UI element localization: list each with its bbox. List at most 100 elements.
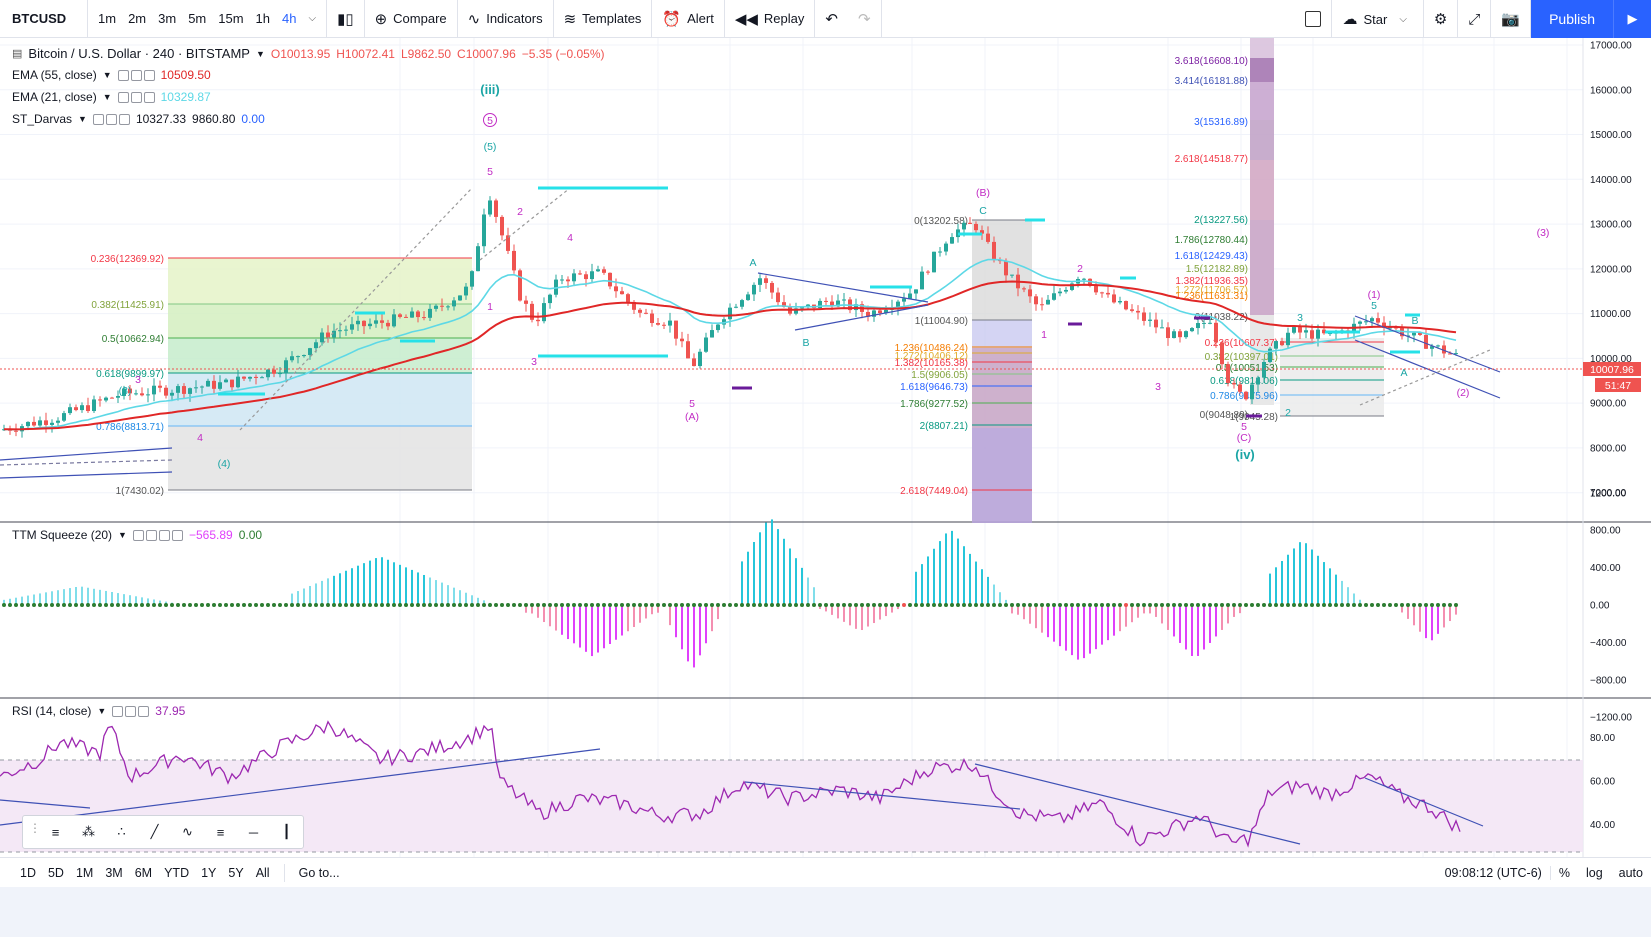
replay-button[interactable]: ◀◀ Replay	[725, 0, 816, 38]
play-icon[interactable]: ▶	[1613, 0, 1651, 38]
chevron-down-icon[interactable]: ▼	[255, 48, 265, 59]
fullscreen-button[interactable]: ⤢	[1458, 0, 1492, 38]
candle-body	[560, 279, 564, 281]
symbol-title[interactable]: Bitcoin / U.S. Dollar · 240 · BITSTAMP	[28, 46, 250, 61]
ruler-icon[interactable]: ┃	[282, 824, 291, 839]
interval-1h[interactable]: 1h	[255, 11, 271, 26]
undo-button[interactable]: ↶	[815, 0, 848, 38]
chevron-down-icon[interactable]: ▼	[118, 530, 127, 540]
abc-pattern-icon[interactable]: ∴	[117, 824, 126, 839]
range-1d[interactable]: 1D	[20, 865, 36, 880]
fib-right-15: 1.5(12182.89)	[1186, 264, 1248, 275]
goto-button[interactable]: Go to...	[298, 865, 340, 880]
interval-group: 1m 2m 3m 5m 15m 1h 4h ⌵	[88, 0, 328, 38]
legend-controls[interactable]	[117, 91, 155, 103]
settings-button[interactable]: ⚙	[1424, 0, 1459, 38]
percent-toggle[interactable]: %	[1549, 866, 1578, 880]
fib-extension-mid[interactable]: 0(13202.58) 1(11004.90) 1.236(10486.24) …	[895, 216, 1032, 523]
fib-retracement-left[interactable]: 0.236(12369.92) 0.382(11425.91) 0.5(1066…	[91, 254, 472, 497]
legend-controls[interactable]	[117, 69, 155, 81]
interval-4h[interactable]: 4h	[282, 11, 297, 26]
compare-button[interactable]: ⊕ Compare	[365, 0, 458, 38]
range-1m[interactable]: 1M	[75, 865, 94, 880]
ttm-dot	[1388, 603, 1392, 607]
darvas-legend[interactable]: ST_Darvas ▼ 10327.33 9860.80 0.00	[12, 112, 265, 126]
candle-body	[656, 323, 660, 325]
chevron-down-icon[interactable]: ▼	[97, 706, 107, 716]
legend-controls[interactable]	[132, 529, 183, 541]
chart-canvas[interactable]: 0.236(12369.92) 0.382(11425.91) 0.5(1066…	[0, 38, 1651, 857]
ttm-dot	[980, 603, 984, 607]
select-box-button[interactable]	[1295, 0, 1333, 38]
ttm-dot	[86, 603, 90, 607]
chevron-down-icon[interactable]: ▼	[102, 92, 112, 102]
horizontal-lines-icon[interactable]: ≡	[51, 824, 60, 840]
candle-body	[1058, 291, 1062, 294]
range-1y[interactable]: 1Y	[201, 865, 217, 880]
interval-15m[interactable]: 15m	[218, 11, 244, 26]
ttm-dot	[776, 603, 780, 607]
candle-body	[110, 397, 114, 399]
trendlines[interactable]	[0, 187, 1501, 479]
fib-extension-right[interactable]: 3.618(16608.10) 3.414(16181.88) 3(15316.…	[1175, 38, 1274, 421]
svg-text:3: 3	[1155, 381, 1161, 393]
drag-handle-icon[interactable]: ⋮	[29, 821, 41, 835]
path-icon[interactable]: ∿	[182, 824, 193, 839]
symbol-search[interactable]: BTCUSD	[0, 0, 88, 38]
star-button[interactable]: ☁ Star ⌵	[1332, 0, 1424, 38]
interval-3m[interactable]: 3m	[158, 11, 177, 26]
svg-text:B: B	[802, 337, 809, 349]
indicators-button[interactable]: ∿ Indicators	[458, 0, 554, 38]
wave-count-icon[interactable]: ⁂	[82, 824, 95, 839]
range-6m[interactable]: 6M	[134, 865, 153, 880]
candle-body	[680, 338, 684, 342]
candle-body	[350, 324, 354, 330]
snapshot-button[interactable]: 📷	[1491, 0, 1532, 38]
interval-1m[interactable]: 1m	[98, 11, 117, 26]
interval-2m[interactable]: 2m	[128, 11, 147, 26]
chevron-down-icon[interactable]: ▼	[102, 70, 112, 80]
range-ytd[interactable]: YTD	[164, 865, 190, 880]
horizontal-ray-icon[interactable]: ─	[248, 824, 259, 840]
templates-button[interactable]: ≋ Templates	[554, 0, 653, 38]
rsi-axis[interactable]: 80.00 60.00 40.00	[1590, 733, 1615, 831]
rsi-trendlines[interactable]	[0, 748, 1484, 845]
candle-body	[962, 222, 966, 230]
candle-body	[290, 356, 294, 361]
candle-body	[626, 294, 630, 302]
ttm-legend[interactable]: TTM Squeeze (20) ▼ −565.89 0.00	[12, 528, 262, 542]
publish-button[interactable]: Publish	[1531, 0, 1613, 38]
candle-body	[1262, 361, 1266, 378]
candle-body	[1166, 327, 1170, 339]
ttm-axis[interactable]: 1200.00 800.00 400.00 0.00 −400.00 −800.00 −12…	[1590, 488, 1632, 723]
range-3m[interactable]: 3M	[105, 865, 123, 880]
range-5d[interactable]: 5D	[47, 865, 64, 880]
ttm-dot	[284, 603, 288, 607]
ttm-dot	[446, 603, 450, 607]
chevron-down-icon[interactable]: ▼	[78, 114, 87, 124]
candle-body	[488, 200, 492, 215]
legend-controls[interactable]	[92, 113, 130, 125]
legend-controls[interactable]	[112, 705, 150, 717]
collapse-icon[interactable]: ▤	[12, 48, 23, 60]
interval-5m[interactable]: 5m	[188, 11, 207, 26]
redo-button[interactable]: ↷	[848, 0, 882, 38]
alert-button[interactable]: ⏰ Alert	[652, 0, 725, 38]
chevron-down-icon[interactable]: ⌵	[308, 13, 317, 24]
rsi-legend[interactable]: RSI (14, close) ▼ 37.95	[12, 704, 185, 718]
ttm-dot	[248, 603, 252, 607]
ttm-dot	[716, 603, 720, 607]
candles-icon: ▮▯	[337, 10, 354, 28]
ema21-legend[interactable]: EMA (21, close) ▼ 10329.87	[12, 90, 211, 104]
trendline-icon[interactable]: ╱	[150, 824, 159, 839]
clock[interactable]: 09:08:12 (UTC-6)	[1444, 866, 1542, 880]
auto-toggle[interactable]: auto	[1618, 866, 1643, 880]
range-5y[interactable]: 5Y	[228, 865, 244, 880]
price-axis[interactable]: 17000.00 16000.00 15000.00 14000.00 13000.00…	[1590, 41, 1632, 500]
ema55-legend[interactable]: EMA (55, close) ▼ 10509.50	[12, 68, 211, 82]
fib-icon[interactable]: ≡	[216, 824, 225, 840]
chart-type-button[interactable]: ▮▯	[327, 0, 365, 38]
log-toggle[interactable]: log	[1585, 866, 1603, 880]
range-all[interactable]: All	[255, 865, 270, 880]
ttm-dot	[668, 603, 672, 607]
